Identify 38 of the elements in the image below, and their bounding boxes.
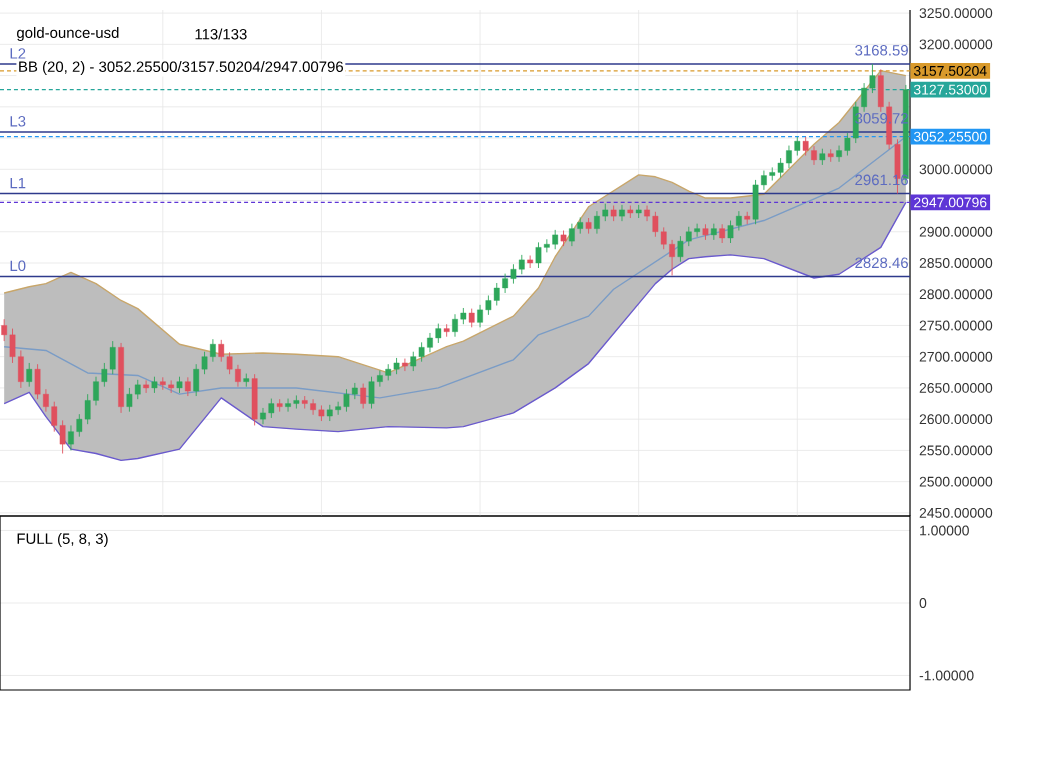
- candlestick: [794, 136, 801, 156]
- candlestick: [360, 383, 367, 409]
- candlestick: [435, 323, 442, 344]
- candlestick: [719, 223, 726, 244]
- candlestick: [619, 204, 625, 222]
- candlestick: [652, 211, 659, 238]
- candlestick: [134, 379, 141, 400]
- candlestick: [343, 388, 350, 413]
- candlestick: [518, 254, 525, 275]
- candlestick: [126, 387, 133, 413]
- line-series: [3, 136, 907, 399]
- candlestick: [752, 179, 759, 225]
- candlestick: [535, 241, 542, 269]
- candlestick: [485, 295, 492, 316]
- candlestick: [34, 363, 41, 400]
- candlestick: [368, 376, 375, 409]
- candlestick: [251, 373, 258, 426]
- candlestick: [727, 220, 734, 244]
- candlestick: [510, 263, 517, 285]
- candlestick: [527, 255, 534, 269]
- candlestick: [677, 235, 684, 263]
- candlestick: [552, 229, 559, 250]
- candlestick: [410, 351, 417, 372]
- line-series: [3, 201, 907, 462]
- candlestick: [402, 358, 408, 372]
- candlestick: [418, 341, 425, 363]
- candlestick: [184, 376, 191, 397]
- candlestick: [226, 351, 233, 375]
- candlestick: [493, 282, 500, 306]
- candlestick: [268, 398, 275, 419]
- candlestick: [777, 157, 784, 178]
- candlestick: [468, 308, 475, 328]
- candlestick: [109, 340, 116, 375]
- candlestick: [802, 136, 809, 156]
- candlestick: [218, 339, 225, 363]
- candlestick: [26, 362, 33, 388]
- candlestick: [193, 363, 200, 397]
- candlestick: [143, 379, 149, 394]
